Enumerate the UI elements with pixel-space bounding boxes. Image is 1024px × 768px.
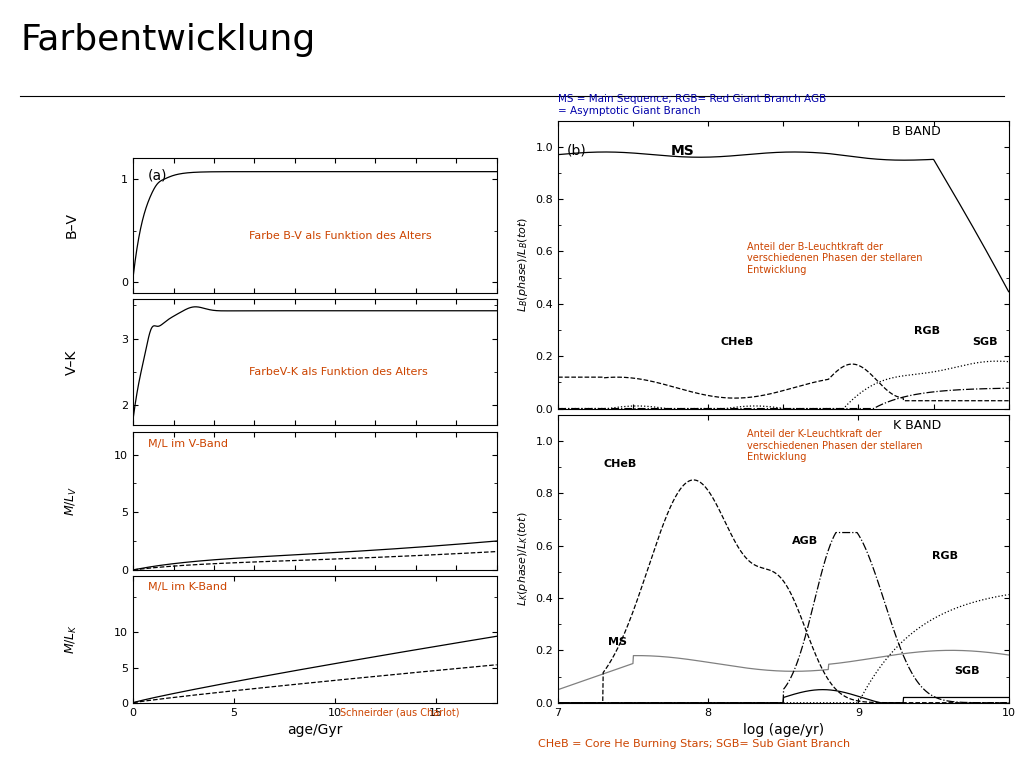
X-axis label: age/Gyr: age/Gyr: [287, 723, 343, 737]
Text: Farbentwicklung: Farbentwicklung: [20, 23, 315, 57]
Text: CHeB: CHeB: [603, 458, 636, 468]
Text: M/L im K-Band: M/L im K-Band: [147, 582, 226, 592]
Text: FarbeV-K als Funktion des Alters: FarbeV-K als Funktion des Alters: [250, 367, 428, 377]
Text: K BAND: K BAND: [893, 419, 941, 432]
Text: M/L im V-Band: M/L im V-Band: [147, 439, 227, 449]
Text: MS: MS: [671, 144, 694, 157]
Text: = Asymptotic Giant Branch: = Asymptotic Giant Branch: [558, 106, 700, 116]
Text: Schneirder (aus Charlot): Schneirder (aus Charlot): [340, 708, 459, 718]
X-axis label: log (age/yr): log (age/yr): [742, 723, 824, 737]
Text: (b): (b): [567, 144, 587, 157]
Text: (a): (a): [147, 169, 167, 183]
Text: RGB: RGB: [914, 326, 940, 336]
Text: SGB: SGB: [973, 337, 998, 347]
Text: MS: MS: [607, 637, 627, 647]
Text: CHeB: CHeB: [720, 337, 754, 347]
Text: Farbe B-V als Funktion des Alters: Farbe B-V als Funktion des Alters: [250, 231, 432, 241]
Text: RGB: RGB: [932, 551, 958, 561]
Text: $M/L_K$: $M/L_K$: [65, 624, 79, 654]
Text: Anteil der B-Leuchtkraft der
verschiedenen Phasen der stellaren
Entwicklung: Anteil der B-Leuchtkraft der verschieden…: [748, 242, 923, 275]
Text: SGB: SGB: [954, 666, 980, 676]
Text: $M/L_V$: $M/L_V$: [65, 485, 79, 516]
Text: CHeB = Core He Burning Stars; SGB= Sub Giant Branch: CHeB = Core He Burning Stars; SGB= Sub G…: [538, 739, 850, 749]
Text: V–K: V–K: [65, 349, 79, 375]
Text: Anteil der K-Leuchtkraft der
verschiedenen Phasen der stellaren
Entwicklung: Anteil der K-Leuchtkraft der verschieden…: [748, 429, 923, 462]
Y-axis label: $L_B(phase)/L_B(tot)$: $L_B(phase)/L_B(tot)$: [516, 217, 529, 312]
Text: B BAND: B BAND: [892, 125, 941, 138]
Text: B–V: B–V: [65, 213, 79, 238]
Y-axis label: $L_K(phase)/L_K(tot)$: $L_K(phase)/L_K(tot)$: [516, 511, 529, 606]
Text: MS = Main Sequence; RGB= Red Giant Branch AGB: MS = Main Sequence; RGB= Red Giant Branc…: [558, 94, 826, 104]
Text: AGB: AGB: [793, 536, 818, 546]
